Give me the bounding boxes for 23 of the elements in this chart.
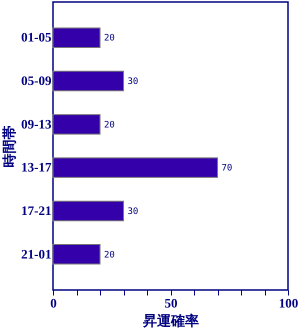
y-axis-title: 時間帯 bbox=[2, 126, 18, 168]
y-tick-label: 17-21 bbox=[21, 202, 52, 218]
bar bbox=[52, 27, 100, 48]
data-label: 30 bbox=[128, 206, 138, 217]
x-tick-label: 50 bbox=[164, 296, 178, 310]
data-label: 70 bbox=[222, 164, 232, 174]
y-tick-label: 01-05 bbox=[21, 30, 52, 45]
data-label: 30 bbox=[128, 77, 138, 88]
data-label: 20 bbox=[104, 34, 115, 44]
y-tick-label: 09-13 bbox=[21, 116, 52, 132]
y-tick-label: 13-17 bbox=[21, 160, 52, 175]
bar bbox=[52, 200, 124, 222]
bar bbox=[52, 157, 218, 178]
data-label: 20 bbox=[104, 250, 115, 260]
x-tick-label: 100 bbox=[278, 296, 298, 310]
bar bbox=[52, 114, 100, 135]
bar bbox=[52, 70, 124, 92]
x-axis-title: 昇運確率 bbox=[142, 312, 199, 330]
x-tick-label: 0 bbox=[50, 296, 57, 310]
data-label: 20 bbox=[104, 120, 115, 130]
y-tick-label: 21-01 bbox=[21, 246, 52, 262]
y-tick-label: 05-09 bbox=[21, 73, 52, 88]
bar bbox=[52, 244, 100, 265]
